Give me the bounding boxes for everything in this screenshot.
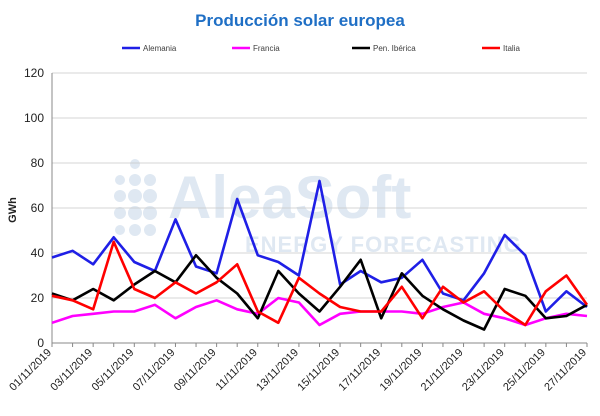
x-tick-label: 03/11/2019: [48, 347, 95, 394]
series-lines: [51, 179, 589, 331]
series-line-0: [51, 179, 588, 313]
axes: [51, 73, 588, 347]
watermark-dots-icon: [114, 159, 157, 236]
legend: Alemania Francia Pen. Ibérica Italia: [122, 44, 520, 53]
x-tick-label: 17/11/2019: [337, 347, 384, 394]
chart-title: Producción solar europea: [195, 11, 405, 30]
x-tick-label: 21/11/2019: [419, 347, 466, 394]
series-line-3: [51, 240, 589, 327]
x-tick-label: 11/11/2019: [214, 347, 260, 393]
x-tick-label: 09/11/2019: [172, 347, 219, 394]
y-tick-label: 80: [31, 156, 45, 170]
series-line-1: [51, 296, 588, 327]
x-tick-label: 01/11/2019: [7, 347, 54, 394]
legend-label: Francia: [253, 44, 280, 53]
legend-label: Pen. Ibérica: [373, 44, 416, 53]
x-tick-label: 05/11/2019: [90, 347, 137, 394]
y-tick-label: 0: [37, 336, 44, 350]
grid: [52, 72, 587, 299]
x-tick-label: 15/11/2019: [295, 347, 342, 394]
y-tick-label: 20: [31, 291, 45, 305]
x-tick-label: 25/11/2019: [501, 347, 548, 394]
x-tick-label: 07/11/2019: [131, 347, 178, 394]
x-axis-ticks: 01/11/201903/11/201905/11/201907/11/2019…: [7, 347, 589, 394]
y-axis-label: GWh: [7, 197, 19, 223]
x-tick-label: 27/11/2019: [542, 347, 589, 394]
legend-label: Alemania: [143, 44, 177, 53]
y-tick-label: 100: [24, 111, 44, 125]
y-tick-label: 40: [31, 246, 45, 260]
y-axis-ticks: 0 20 40 60 80 100 120: [24, 66, 44, 350]
x-tick-label: 13/11/2019: [254, 347, 301, 394]
y-tick-label: 60: [31, 201, 45, 215]
series-line-2: [51, 254, 588, 331]
y-tick-label: 120: [24, 66, 44, 80]
watermark-brand: AleaSoft: [168, 164, 411, 231]
legend-label: Italia: [503, 44, 520, 53]
x-tick-label: 23/11/2019: [460, 347, 507, 394]
x-tick-label: 19/11/2019: [378, 347, 425, 394]
